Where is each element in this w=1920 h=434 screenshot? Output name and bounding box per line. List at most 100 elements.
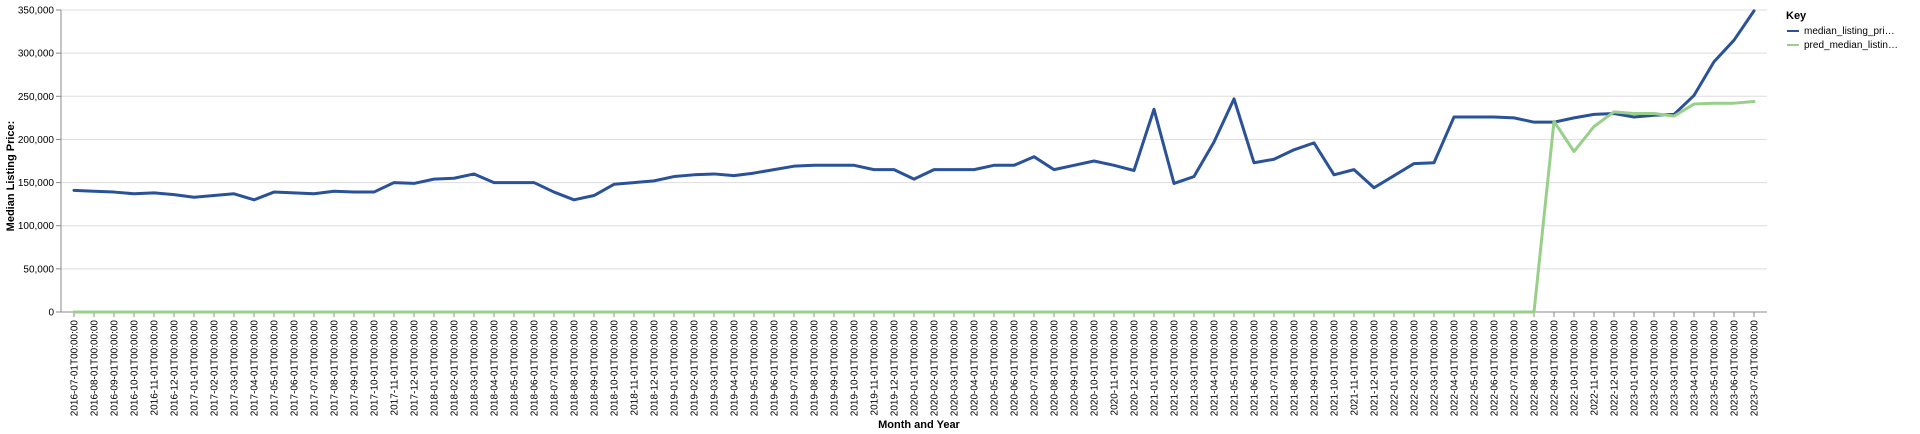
x-tick-label: 2022-09-01T00:00:00: [1550, 320, 1561, 417]
x-tick-label: 2020-08-01T00:00:00: [1050, 320, 1061, 417]
x-tick-label: 2018-08-01T00:00:00: [570, 320, 581, 417]
x-tick-label: 2023-03-01T00:00:00: [1670, 320, 1681, 417]
x-tick-label: 2016-10-01T00:00:00: [130, 320, 141, 417]
x-tick-label: 2018-11-01T00:00:00: [630, 320, 641, 416]
x-tick-label: 2016-07-01T00:00:00: [70, 320, 81, 417]
grid-lines: [61, 9, 1767, 313]
x-tick-label: 2019-10-01T00:00:00: [850, 320, 861, 417]
y-axis-title: Median Listing Price:: [5, 121, 17, 232]
x-tick-label: 2019-01-01T00:00:00: [670, 320, 681, 417]
x-tick-label: 2021-12-01T00:00:00: [1370, 320, 1381, 417]
series-lines: [72, 9, 1756, 314]
x-tick-label: 2021-09-01T00:00:00: [1310, 320, 1321, 417]
x-tick-label: 2022-08-01T00:00:00: [1530, 320, 1541, 417]
x-tick-label: 2020-07-01T00:00:00: [1030, 320, 1041, 417]
x-tick-label: 2017-04-01T00:00:00: [250, 320, 261, 417]
x-tick-label: 2023-05-01T00:00:00: [1710, 320, 1721, 417]
x-tick-label: 2020-01-01T00:00:00: [910, 320, 921, 417]
x-tick-label: 2018-04-01T00:00:00: [490, 320, 501, 417]
x-tick-label: 2019-11-01T00:00:00: [870, 320, 881, 416]
x-tick-label: 2018-03-01T00:00:00: [470, 320, 481, 417]
x-tick-label: 2020-11-01T00:00:00: [1110, 320, 1121, 416]
x-tick-label: 2022-12-01T00:00:00: [1610, 320, 1621, 417]
y-tick-label: 100,000: [18, 221, 55, 232]
x-tick-label: 2020-10-01T00:00:00: [1090, 320, 1101, 417]
x-tick-label: 2019-03-01T00:00:00: [710, 320, 721, 417]
x-tick-label: 2022-05-01T00:00:00: [1470, 320, 1481, 417]
x-tick-label: 2017-05-01T00:00:00: [270, 320, 281, 417]
x-tick-label: 2021-02-01T00:00:00: [1170, 320, 1181, 417]
x-tick-label: 2018-12-01T00:00:00: [650, 320, 661, 417]
x-tick-label: 2019-09-01T00:00:00: [830, 320, 841, 417]
x-tick-label: 2017-08-01T00:00:00: [330, 320, 341, 417]
x-tick-label: 2017-03-01T00:00:00: [230, 320, 241, 417]
legend: Key median_listing_pri… pred_median_list…: [1786, 10, 1898, 51]
x-tick-label: 2022-04-01T00:00:00: [1450, 320, 1461, 417]
x-tick-label: 2019-08-01T00:00:00: [810, 320, 821, 417]
x-tick-label: 2016-09-01T00:00:00: [110, 320, 121, 417]
x-tick-label: 2019-02-01T00:00:00: [690, 320, 701, 417]
x-tick-label: 2020-02-01T00:00:00: [930, 320, 941, 417]
x-tick-label: 2023-06-01T00:00:00: [1730, 320, 1741, 417]
x-tick-label: 2019-04-01T00:00:00: [730, 320, 741, 417]
x-tick-label: 2021-10-01T00:00:00: [1330, 320, 1341, 417]
x-tick-label: 2017-01-01T00:00:00: [190, 320, 201, 417]
x-tick-label: 2017-12-01T00:00:00: [410, 320, 421, 417]
x-tick-label: 2020-05-01T00:00:00: [990, 320, 1001, 417]
y-tick-label: 250,000: [18, 92, 55, 103]
x-tick-label: 2022-01-01T00:00:00: [1390, 320, 1401, 417]
x-tick-label: 2022-10-01T00:00:00: [1570, 320, 1581, 417]
x-tick-label: 2021-03-01T00:00:00: [1190, 320, 1201, 417]
x-tick-label: 2022-07-01T00:00:00: [1510, 320, 1521, 417]
x-tick-label: 2021-08-01T00:00:00: [1290, 320, 1301, 417]
x-tick-label: 2017-10-01T00:00:00: [370, 320, 381, 417]
x-tick-label: 2021-04-01T00:00:00: [1210, 320, 1221, 417]
x-tick-label: 2022-06-01T00:00:00: [1490, 320, 1501, 417]
x-tick-label: 2016-11-01T00:00:00: [150, 320, 161, 416]
x-tick-label: 2023-04-01T00:00:00: [1690, 320, 1701, 417]
series-line-median-listing-price: [72, 9, 1756, 202]
legend-label-pred-median-listing-price: pred_median_listin…: [1804, 40, 1898, 51]
x-tick-label: 2018-05-01T00:00:00: [510, 320, 521, 417]
legend-label-median-listing-price: median_listing_pri…: [1804, 26, 1895, 37]
x-tick-label: 2016-12-01T00:00:00: [170, 320, 181, 417]
x-tick-label: 2020-06-01T00:00:00: [1010, 320, 1021, 417]
y-tick-label: 50,000: [23, 264, 54, 275]
x-tick-label: 2019-05-01T00:00:00: [750, 320, 761, 417]
x-tick-label: 2023-02-01T00:00:00: [1650, 320, 1661, 417]
x-tick-label: 2020-03-01T00:00:00: [950, 320, 961, 417]
x-tick-label: 2017-11-01T00:00:00: [390, 320, 401, 416]
x-tick-label: 2018-02-01T00:00:00: [450, 320, 461, 417]
x-tick-label: 2022-02-01T00:00:00: [1410, 320, 1421, 417]
series-line-pred-median-listing-price: [72, 99, 1756, 314]
x-tick-label: 2018-09-01T00:00:00: [590, 320, 601, 417]
y-tick-label: 150,000: [18, 178, 55, 189]
x-tick-label: 2016-08-01T00:00:00: [90, 320, 101, 417]
y-tick-label: 0: [48, 308, 54, 319]
axes: 0 50,000 100,000 150,000 200,000 250,000 300,0…: [18, 6, 1767, 417]
legend-title: Key: [1786, 10, 1807, 22]
x-tick-label: 2020-04-01T00:00:00: [970, 320, 981, 417]
x-tick-label: 2021-05-01T00:00:00: [1230, 320, 1241, 417]
y-tick-label: 300,000: [18, 49, 55, 60]
x-tick-label: 2020-12-01T00:00:00: [1130, 320, 1141, 417]
x-tick-label: 2018-10-01T00:00:00: [610, 320, 621, 417]
x-tick-label: 2022-03-01T00:00:00: [1430, 320, 1441, 417]
x-tick-label: 2018-06-01T00:00:00: [530, 320, 541, 417]
y-tick-label: 350,000: [18, 6, 55, 17]
x-tick-label: 2017-06-01T00:00:00: [290, 320, 301, 417]
x-tick-label: 2017-02-01T00:00:00: [210, 320, 221, 417]
x-tick-label: 2021-06-01T00:00:00: [1250, 320, 1261, 417]
x-tick-label: 2019-12-01T00:00:00: [890, 320, 901, 417]
x-tick-label: 2019-06-01T00:00:00: [770, 320, 781, 417]
x-tick-label: 2020-09-01T00:00:00: [1070, 320, 1081, 417]
x-tick-label: 2019-07-01T00:00:00: [790, 320, 801, 417]
x-tick-label: 2022-11-01T00:00:00: [1590, 320, 1601, 416]
x-tick-label: 2023-01-01T00:00:00: [1630, 320, 1641, 417]
x-axis-title: Month and Year: [878, 419, 960, 431]
x-tick-label: 2017-07-01T00:00:00: [310, 320, 321, 417]
x-tick-label: 2017-09-01T00:00:00: [350, 320, 361, 417]
x-tick-label: 2021-11-01T00:00:00: [1350, 320, 1361, 416]
y-tick-label: 200,000: [18, 135, 55, 146]
x-tick-label: 2021-01-01T00:00:00: [1150, 320, 1161, 417]
